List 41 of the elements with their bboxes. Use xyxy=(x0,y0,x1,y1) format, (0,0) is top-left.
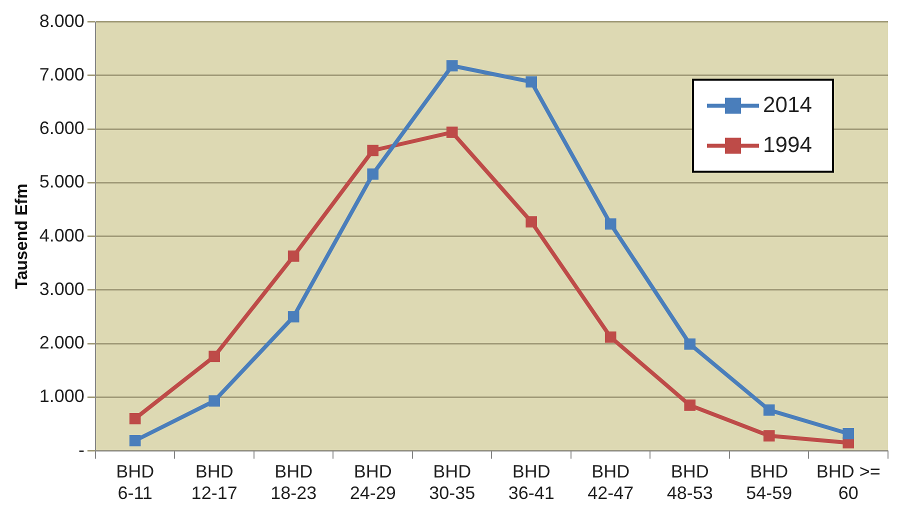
x-tick-label: BHD 48-53 xyxy=(666,462,713,504)
point xyxy=(604,331,616,343)
legend-label: 2014 xyxy=(763,92,812,117)
y-tick-label: 2.000 xyxy=(39,332,84,353)
y-tick-label: 4.000 xyxy=(39,225,84,246)
point xyxy=(208,395,220,407)
x-tick-label: BHD 24-29 xyxy=(350,462,396,504)
point xyxy=(367,168,378,180)
x-tick-label: BHD 6-11 xyxy=(116,462,154,504)
x-tick-label: BHD 36-41 xyxy=(508,462,554,504)
y-tick-label: 5.000 xyxy=(39,172,84,192)
point xyxy=(208,350,220,362)
x-tick-label: BHD 12-17 xyxy=(191,462,238,504)
y-tick-label: 7.000 xyxy=(39,64,84,84)
point xyxy=(604,218,616,230)
point xyxy=(446,126,458,138)
x-tick-label: BHD 30-35 xyxy=(429,462,476,504)
y-tick-label: 6.000 xyxy=(39,118,84,138)
point xyxy=(842,428,854,440)
point xyxy=(288,311,300,322)
x-tick-label: BHD >= 60 xyxy=(816,462,880,504)
point xyxy=(129,412,141,424)
legend-label: 1994 xyxy=(763,132,812,157)
point xyxy=(526,216,538,228)
y-tick-label: 8.000 xyxy=(39,10,84,31)
point xyxy=(129,434,141,446)
x-tick-label: BHD 18-23 xyxy=(270,462,317,504)
y-tick-label: 1.000 xyxy=(39,386,84,406)
point xyxy=(367,144,378,156)
point xyxy=(763,430,775,442)
x-tick-label: BHD 42-47 xyxy=(588,462,634,504)
point xyxy=(446,60,458,72)
point xyxy=(684,400,696,411)
point xyxy=(763,404,775,416)
y-tick-label: 3.000 xyxy=(39,278,84,299)
point xyxy=(526,76,538,88)
y-axis-title: Tausend Efm xyxy=(12,184,31,290)
point xyxy=(684,338,696,350)
y-tick-label: - xyxy=(78,440,84,460)
x-tick-label: BHD 54-59 xyxy=(746,462,792,504)
point xyxy=(288,250,300,262)
